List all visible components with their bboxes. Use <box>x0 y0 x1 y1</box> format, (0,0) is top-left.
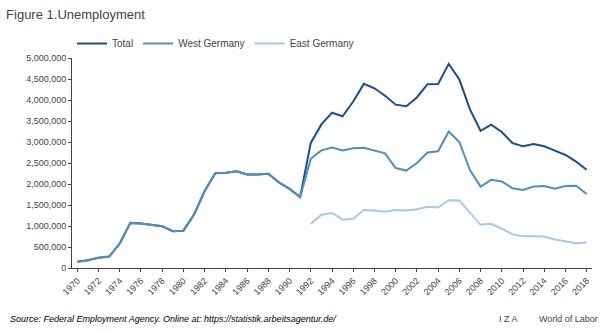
svg-text:3,500,000: 3,500,000 <box>26 116 66 126</box>
svg-text:1996: 1996 <box>337 276 358 297</box>
svg-text:1974: 1974 <box>103 276 124 297</box>
svg-text:2012: 2012 <box>506 276 527 297</box>
svg-text:5,000,000: 5,000,000 <box>26 53 66 63</box>
svg-text:1972: 1972 <box>82 276 103 297</box>
svg-text:East Germany: East Germany <box>290 38 354 49</box>
svg-text:World of Labor: World of Labor <box>539 314 598 324</box>
svg-text:1998: 1998 <box>358 276 379 297</box>
svg-text:0: 0 <box>61 263 66 273</box>
svg-text:1,000,000: 1,000,000 <box>26 221 66 231</box>
svg-text:3,000,000: 3,000,000 <box>26 137 66 147</box>
svg-text:Figure 1.Unemployment: Figure 1.Unemployment <box>6 7 145 22</box>
svg-text:2008: 2008 <box>464 276 485 297</box>
svg-text:1984: 1984 <box>209 276 230 297</box>
svg-text:1988: 1988 <box>252 276 273 297</box>
svg-text:Total: Total <box>112 38 133 49</box>
svg-text:1992: 1992 <box>294 276 315 297</box>
svg-text:2014: 2014 <box>528 276 549 297</box>
svg-text:2004: 2004 <box>421 276 442 297</box>
svg-text:500,000: 500,000 <box>34 242 67 252</box>
svg-text:1978: 1978 <box>146 276 167 297</box>
svg-text:1976: 1976 <box>124 276 145 297</box>
svg-text:I Z A: I Z A <box>499 314 518 324</box>
svg-text:2002: 2002 <box>400 276 421 297</box>
svg-text:4,500,000: 4,500,000 <box>26 74 66 84</box>
svg-text:2018: 2018 <box>570 276 591 297</box>
svg-text:1982: 1982 <box>188 276 209 297</box>
svg-text:2016: 2016 <box>549 276 570 297</box>
svg-text:2,500,000: 2,500,000 <box>26 158 66 168</box>
svg-text:1990: 1990 <box>273 276 294 297</box>
svg-text:Source: Federal Employment Age: Source: Federal Employment Agency. Onlin… <box>10 314 337 324</box>
svg-text:2006: 2006 <box>443 276 464 297</box>
svg-text:1986: 1986 <box>230 276 251 297</box>
svg-text:2000: 2000 <box>379 276 400 297</box>
svg-text:West Germany: West Germany <box>178 38 245 49</box>
svg-text:2,000,000: 2,000,000 <box>26 179 66 189</box>
svg-text:4,000,000: 4,000,000 <box>26 95 66 105</box>
svg-text:1994: 1994 <box>315 276 336 297</box>
svg-text:2010: 2010 <box>485 276 506 297</box>
svg-text:1,500,000: 1,500,000 <box>26 200 66 210</box>
svg-text:1970: 1970 <box>61 276 82 297</box>
svg-text:1980: 1980 <box>167 276 188 297</box>
